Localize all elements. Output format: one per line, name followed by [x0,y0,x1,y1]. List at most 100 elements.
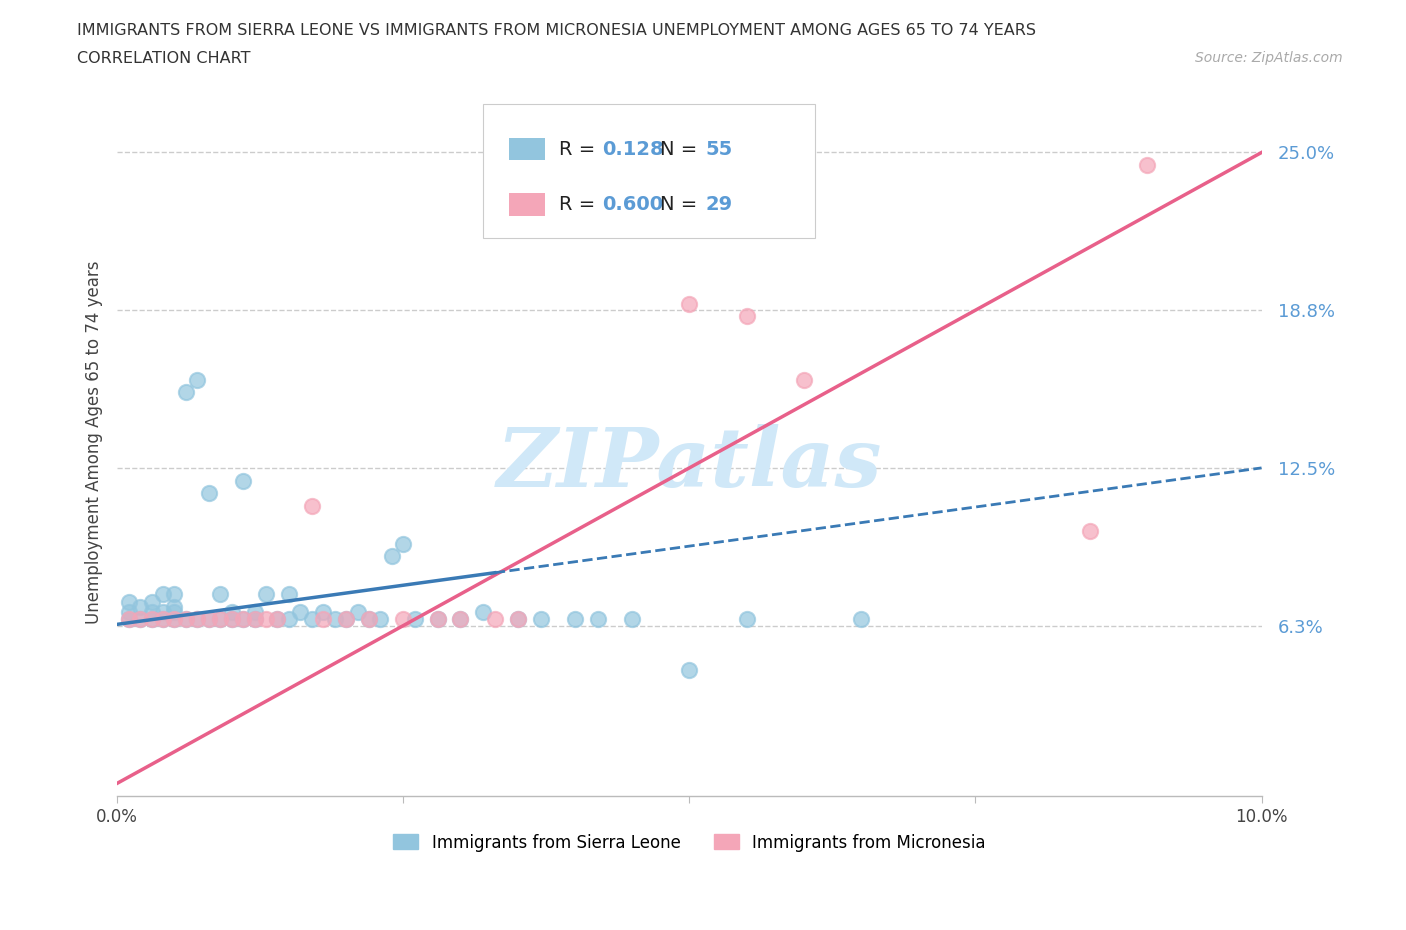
Point [129,599,152,614]
Point [243,604,266,619]
Point [254,587,277,602]
Point [392,612,415,627]
Point [312,612,335,627]
FancyBboxPatch shape [484,103,815,238]
Point [472,604,495,619]
Point [197,612,219,627]
Point [141,594,163,609]
Point [849,612,872,627]
Point [621,612,644,627]
Point [301,498,323,513]
Point [346,604,368,619]
Text: N =: N = [659,194,703,214]
Text: 0.600: 0.600 [602,194,664,214]
Point [678,662,700,677]
Point [1078,524,1101,538]
Point [163,612,186,627]
Point [450,612,472,627]
Point [174,612,197,627]
Point [221,612,243,627]
Text: 0.128: 0.128 [602,140,664,158]
Point [506,612,529,627]
Point [301,612,323,627]
Point [1136,158,1159,173]
Point [209,587,232,602]
Point [232,612,254,627]
Point [277,587,299,602]
Point [152,604,174,619]
Point [186,612,208,627]
Point [793,372,815,387]
Legend: Immigrants from Sierra Leone, Immigrants from Micronesia: Immigrants from Sierra Leone, Immigrants… [387,827,993,858]
Point [129,612,152,627]
Point [254,612,277,627]
Point [163,599,186,614]
Point [163,604,186,619]
Bar [509,138,546,160]
Point [266,612,288,627]
Point [404,612,426,627]
Point [141,612,163,627]
Point [117,612,139,627]
Point [117,604,139,619]
Point [290,604,312,619]
Point [335,612,357,627]
Point [506,612,529,627]
Point [426,612,449,627]
Point [381,549,404,564]
Point [174,385,197,400]
Text: 29: 29 [706,194,733,214]
Point [209,612,232,627]
Point [392,537,415,551]
Point [174,612,197,627]
Point [221,612,243,627]
Point [152,587,174,602]
Point [529,612,551,627]
Point [232,473,254,488]
Point [357,612,380,627]
Point [735,612,758,627]
Bar [509,193,546,216]
Text: ZIPatlas: ZIPatlas [496,424,882,504]
Point [357,612,380,627]
Point [312,604,335,619]
Point [163,587,186,602]
Point [163,612,186,627]
Point [450,612,472,627]
Point [209,612,232,627]
Point [277,612,299,627]
Point [129,612,152,627]
Text: N =: N = [659,140,703,158]
Point [678,297,700,312]
Point [152,612,174,627]
Point [141,604,163,619]
Point [484,612,506,627]
Text: R =: R = [560,194,602,214]
Point [323,612,346,627]
Point [197,485,219,500]
Point [232,612,254,627]
Point [117,594,139,609]
Text: 55: 55 [706,140,733,158]
Point [426,612,449,627]
Point [586,612,609,627]
Point [117,612,139,627]
Point [186,612,208,627]
Text: CORRELATION CHART: CORRELATION CHART [77,51,250,66]
Point [290,70,312,85]
Point [735,309,758,324]
Point [152,612,174,627]
Point [243,612,266,627]
Point [141,612,163,627]
Point [266,612,288,627]
Point [370,612,392,627]
Y-axis label: Unemployment Among Ages 65 to 74 years: Unemployment Among Ages 65 to 74 years [86,261,103,624]
Point [243,612,266,627]
Text: Source: ZipAtlas.com: Source: ZipAtlas.com [1195,51,1343,65]
Point [335,612,357,627]
Text: R =: R = [560,140,602,158]
Point [197,612,219,627]
Text: IMMIGRANTS FROM SIERRA LEONE VS IMMIGRANTS FROM MICRONESIA UNEMPLOYMENT AMONG AG: IMMIGRANTS FROM SIERRA LEONE VS IMMIGRAN… [77,23,1036,38]
Point [186,372,208,387]
Point [564,612,586,627]
